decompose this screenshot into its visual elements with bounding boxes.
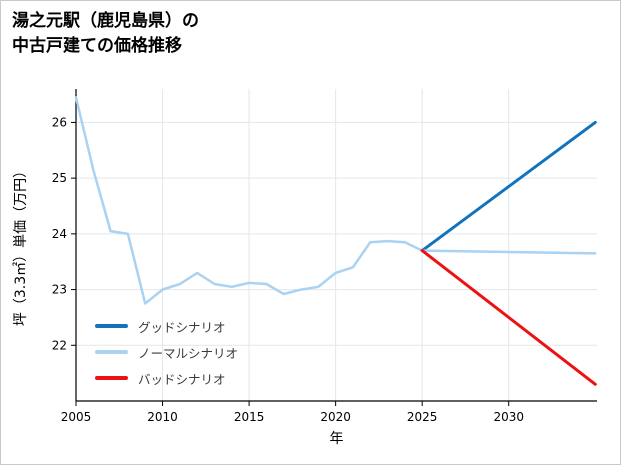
y-tick-label: 25 [52, 171, 67, 185]
legend-label: グッドシナリオ [138, 319, 226, 335]
y-tick-label: 22 [52, 338, 67, 352]
y-tick-label: 23 [52, 283, 67, 297]
legend-item-bad: バッドシナリオ [95, 365, 238, 391]
y-tick-label: 24 [52, 227, 67, 241]
legend-item-good: グッドシナリオ [95, 313, 238, 339]
x-tick-label: 2010 [147, 410, 178, 424]
legend-label: ノーマルシナリオ [138, 345, 239, 361]
x-tick-label: 2030 [493, 410, 524, 424]
x-axis-label: 年 [330, 431, 344, 447]
x-tick-label: 2020 [320, 410, 351, 424]
x-tick-label: 2005 [61, 410, 92, 424]
chart-title-line2: 中古戸建ての価格推移 [12, 35, 182, 56]
legend-line-swatch [95, 376, 128, 380]
series-good-line [420, 120, 597, 253]
y-axis-label: 坪（3.3㎡）単価（万円） [13, 164, 29, 326]
x-tick-label: 2015 [234, 410, 265, 424]
chart-title: 湯之元駅（鹿児島県）の 中古戸建ての価格推移 [12, 9, 199, 58]
legend-line-swatch [95, 324, 128, 328]
series-bad-line [420, 249, 597, 386]
chart-legend: グッドシナリオ ノーマルシナリオ バッドシナリオ [95, 313, 238, 391]
series-normal-line [420, 249, 597, 255]
x-tick-label: 2025 [407, 410, 438, 424]
series-actual-line [74, 96, 424, 305]
y-tick-label: 26 [52, 115, 67, 129]
legend-line-swatch [95, 350, 128, 354]
chart-title-line1: 湯之元駅（鹿児島県）の [12, 11, 199, 31]
legend-label: バッドシナリオ [138, 371, 226, 387]
legend-item-normal: ノーマルシナリオ [95, 339, 238, 365]
